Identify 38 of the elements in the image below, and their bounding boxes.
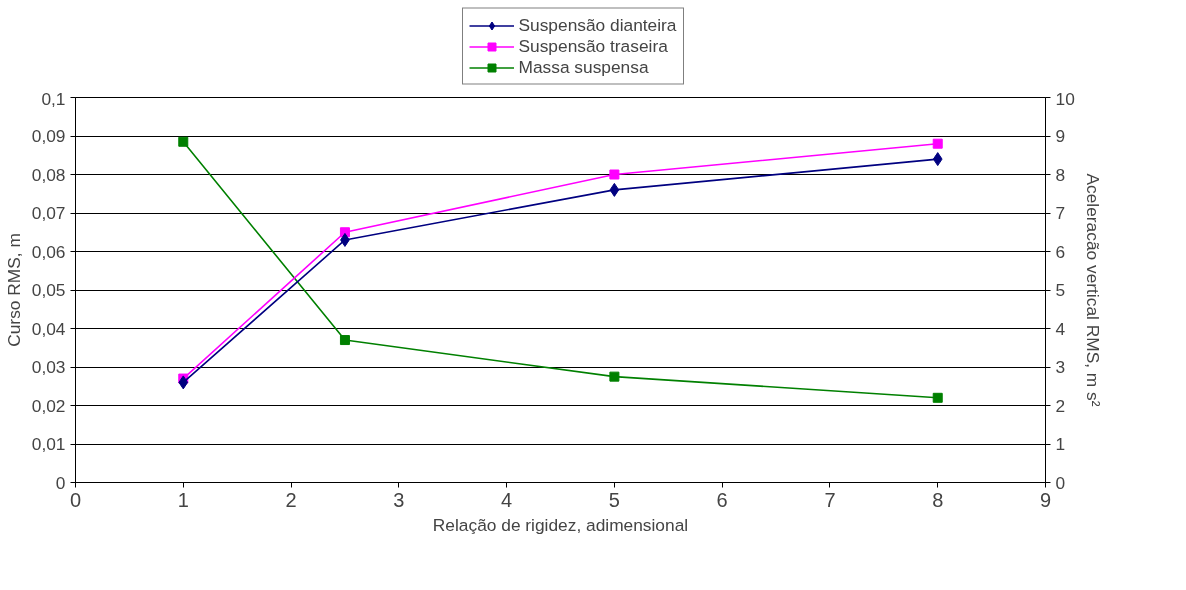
x-tick-label: 7 [824,488,836,511]
x-tick-label: 3 [393,488,405,511]
y-tick-label: 0,1 [41,88,66,109]
x-tick-label: 2 [285,488,297,511]
x-tick-label: 8 [932,488,944,511]
y-tick-label: 0,06 [31,241,66,262]
y2-tick-label: 4 [1055,318,1066,339]
y-axis-title: Curso RMS, m [3,233,24,347]
y2-tick-label: 8 [1055,164,1066,185]
y-tick-label: 0,08 [31,164,66,185]
y-tick-label: 0,02 [31,395,66,416]
y-tick-label: 0 [55,472,66,493]
x-tick-label: 4 [501,488,513,511]
y2-axis-title: Aceleracão vertical RMS, m s² [1082,173,1103,407]
y-tick-label: 0,04 [31,318,66,339]
x-tick-label: 5 [608,488,620,511]
legend-label: Massa suspensa [518,56,649,78]
y-tick-label: 0,07 [31,203,66,223]
y2-tick-label: 6 [1055,241,1066,262]
y-tick-label: 0,03 [31,357,66,377]
legend-label: Suspensão traseira [518,35,668,57]
y2-tick-label: 7 [1055,203,1066,223]
x-tick-label: 0 [69,488,82,511]
legend-label: Suspensão dianteira [518,14,677,36]
y2-tick-label: 3 [1055,357,1066,377]
y2-tick-label: 1 [1055,434,1066,454]
x-tick-label: 6 [716,488,728,511]
y2-tick-label: 10 [1055,88,1075,109]
y2-tick-label: 0 [1055,472,1066,493]
y2-tick-label: 5 [1055,280,1066,300]
y-tick-label: 0,01 [31,434,66,454]
x-tick-label: 1 [177,488,189,511]
y-tick-label: 0,09 [31,126,66,146]
y-tick-label: 0,05 [31,280,66,300]
x-axis-title: Relação de rigidez, adimensional [432,514,689,535]
x-tick-label: 9 [1039,488,1052,511]
y2-tick-label: 2 [1055,395,1066,416]
y2-tick-label: 9 [1055,126,1066,146]
